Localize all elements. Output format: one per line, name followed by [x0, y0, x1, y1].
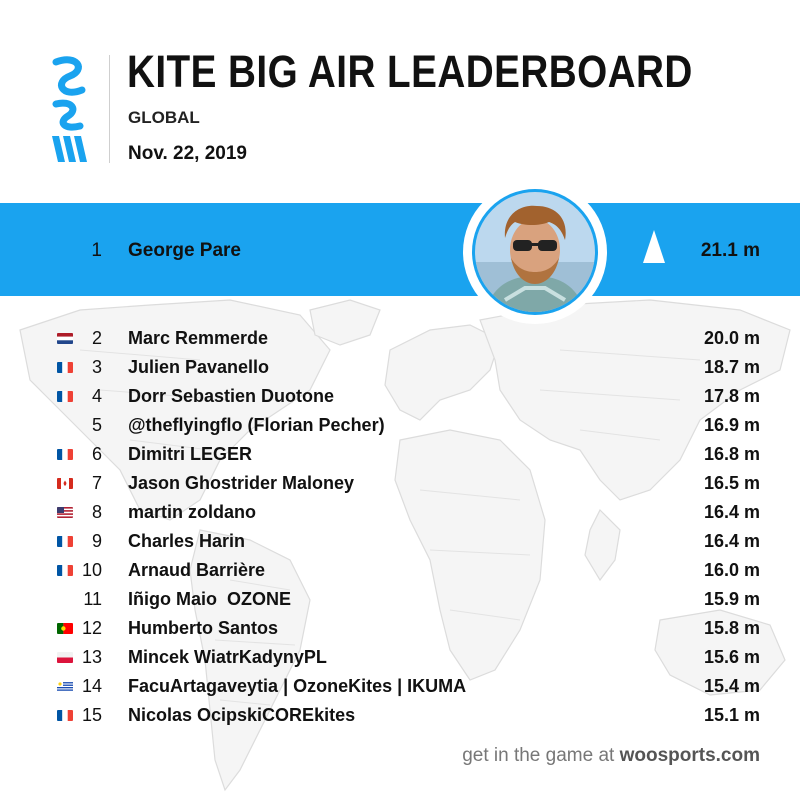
list-item[interactable]: 2 Marc Remmerde 20.0 m	[0, 323, 800, 352]
list-item[interactable]: 9 Charles Harin 16.4 m	[0, 526, 800, 555]
rank-number: 15	[81, 705, 102, 725]
athlete-name[interactable]: Marc Remmerde	[128, 328, 269, 348]
athlete-name[interactable]: Nicolas OcipskiCOREkites	[128, 705, 356, 725]
rank-number: 8	[91, 502, 102, 522]
jump-height: 15.1 m	[703, 705, 760, 725]
athlete-name[interactable]: Jason Ghostrider Maloney	[128, 473, 355, 493]
rank-number: 2	[91, 328, 102, 348]
list-item[interactable]: 15 Nicolas OcipskiCOREkites 15.1 m	[0, 700, 800, 729]
page-title: KITE BIG AIR LEADERBOARD	[127, 46, 693, 97]
athlete-name[interactable]: Dimitri LEGER	[128, 444, 253, 464]
list-item[interactable]: 6 Dimitri LEGER 16.8 m	[0, 439, 800, 468]
athlete-name[interactable]: FacuArtagaveytia | OzoneKites | IKUMA	[128, 676, 467, 696]
jump-height: 16.4 m	[703, 531, 760, 551]
up-arrow-icon	[643, 230, 665, 263]
jump-height: 15.6 m	[703, 647, 760, 667]
athlete-name[interactable]: Dorr Sebastien Duotone	[128, 386, 335, 406]
leaderboard-date: Nov. 22, 2019	[128, 143, 248, 164]
rank-number: 6	[91, 444, 102, 464]
rank-number: 4	[91, 386, 102, 406]
leader-avatar[interactable]	[475, 192, 595, 312]
jump-height: 17.8 m	[703, 386, 760, 406]
uruguay-flag-icon	[57, 681, 73, 692]
jump-height: 15.4 m	[703, 676, 760, 696]
jump-height: 16.5 m	[703, 473, 760, 493]
rank-number: 10	[81, 560, 102, 580]
woo-logo-icon	[52, 56, 87, 162]
leader-rank: 1	[91, 240, 102, 261]
list-item[interactable]: 10 Arnaud Barrière 16.0 m	[0, 555, 800, 584]
athlete-name[interactable]: Charles Harin	[128, 531, 246, 551]
france-flag-icon	[57, 449, 73, 460]
jump-height: 16.0 m	[703, 560, 760, 580]
list-item[interactable]: 7 Jason Ghostrider Maloney 16.5 m	[0, 468, 800, 497]
athlete-name[interactable]: Mincek WiatrKadynyPL	[128, 647, 327, 667]
rank-number: 7	[91, 473, 102, 493]
leader-name[interactable]: George Pare	[128, 240, 241, 261]
usa-flag-icon	[57, 507, 73, 518]
athlete-name[interactable]: @theflyingflo (Florian Pecher)	[128, 415, 385, 435]
rank-number: 11	[83, 589, 102, 609]
rank-number: 14	[81, 676, 102, 696]
list-item[interactable]: 12 Humberto Santos 15.8 m	[0, 613, 800, 642]
france-flag-icon	[57, 391, 73, 402]
rank-number: 13	[81, 647, 102, 667]
rank-number: 9	[91, 531, 102, 551]
jump-height: 16.8 m	[703, 444, 760, 464]
jump-height: 15.8 m	[703, 618, 760, 638]
jump-height: 20.0 m	[703, 328, 760, 348]
list-item[interactable]: 14 FacuArtagaveytia | OzoneKites | IKUMA…	[0, 671, 800, 700]
list-item[interactable]: 5 @theflyingflo (Florian Pecher) 16.9 m	[0, 410, 800, 439]
leaderboard-scope: GLOBAL	[128, 108, 200, 127]
athlete-name[interactable]: Arnaud Barrière	[128, 560, 266, 580]
header-divider	[109, 55, 110, 163]
list-item[interactable]: 11 Iñigo Maio OZONE 15.9 m	[0, 584, 800, 613]
jump-height: 16.9 m	[703, 415, 760, 435]
netherlands-flag-icon	[57, 333, 73, 344]
footer-prefix: get in the game at	[462, 745, 620, 766]
leaderboard-list: 2 Marc Remmerde 20.0 m 3 Julien Pavanell…	[0, 323, 800, 729]
jump-height: 16.4 m	[703, 502, 760, 522]
portugal-flag-icon	[57, 623, 73, 634]
list-item[interactable]: 4 Dorr Sebastien Duotone 17.8 m	[0, 381, 800, 410]
footer-cta: get in the game at woosports.com	[462, 745, 760, 767]
world-map-background	[19, 299, 791, 792]
rank-number: 3	[91, 357, 102, 377]
footer-domain-link[interactable]: woosports.com	[619, 745, 760, 766]
leader-value: 21.1 m	[700, 240, 760, 261]
leader-band	[0, 203, 800, 296]
france-flag-icon	[57, 565, 73, 576]
list-item[interactable]: 8 martin zoldano 16.4 m	[0, 497, 800, 526]
poland-flag-icon	[57, 652, 73, 663]
france-flag-icon	[57, 362, 73, 373]
athlete-name[interactable]: Humberto Santos	[128, 618, 279, 638]
list-item[interactable]: 13 Mincek WiatrKadynyPL 15.6 m	[0, 642, 800, 671]
athlete-name[interactable]: Iñigo Maio OZONE	[128, 589, 291, 609]
canada-flag-icon	[57, 478, 73, 489]
rank-number: 12	[81, 618, 102, 638]
athlete-name[interactable]: martin zoldano	[128, 502, 257, 522]
list-item[interactable]: 3 Julien Pavanello 18.7 m	[0, 352, 800, 381]
france-flag-icon	[57, 710, 73, 721]
rank-number: 5	[91, 415, 102, 435]
france-flag-icon	[57, 536, 73, 547]
jump-height: 18.7 m	[703, 357, 760, 377]
jump-height: 15.9 m	[703, 589, 760, 609]
athlete-name[interactable]: Julien Pavanello	[128, 357, 270, 377]
